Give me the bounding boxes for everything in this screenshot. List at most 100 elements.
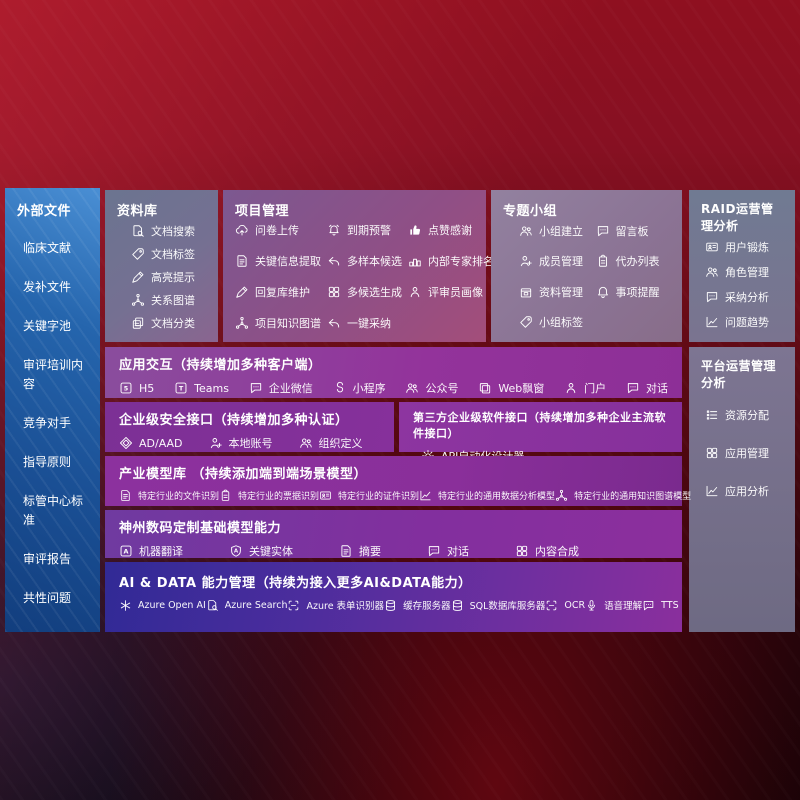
feature-item-label: 关键实体 — [249, 545, 293, 558]
sidebar-item-label: 指导原则 — [23, 455, 72, 469]
feature-item[interactable]: 文档搜索 — [131, 223, 208, 239]
feature-item[interactable]: 一键采纳 — [327, 315, 402, 331]
thirdparty-interface-band: 第三方企业级软件接口（持续增加多种企业主流软件接口） API自动化设计器 — [399, 402, 682, 463]
feature-item[interactable]: 本地账号 — [209, 435, 273, 451]
feature-item[interactable]: 角色管理 — [705, 264, 785, 280]
org-definition-icon — [299, 436, 313, 450]
feature-item[interactable]: 多候选生成 — [327, 284, 402, 300]
feature-item[interactable]: 特定行业的通用知识图谱模型 — [555, 489, 691, 502]
feature-item[interactable]: 门户 — [564, 380, 606, 396]
sidebar-item[interactable]: 发补文件 — [17, 276, 92, 295]
feature-item[interactable]: 关系图谱 — [131, 292, 208, 308]
feature-item[interactable]: 对话 — [626, 380, 668, 396]
feature-item[interactable]: 内容合成 — [515, 543, 579, 559]
feature-item[interactable]: 关键信息提取 — [235, 253, 321, 269]
feature-item[interactable]: SQL数据库服务器 — [451, 598, 545, 612]
ai-data-items: Azure Open AI Azure Search Azure 表单识别器 缓存服务… — [119, 598, 679, 612]
feature-item[interactable]: 内部专家排名 — [408, 253, 494, 269]
feature-item-label: 特定行业的票据识别 — [238, 492, 320, 502]
sidebar-item[interactable]: 审评培训内容 — [17, 354, 92, 392]
feature-item[interactable]: 多样本候选 — [327, 253, 402, 269]
feature-item-label: Web飘窗 — [498, 382, 545, 395]
app-interaction-title: 应用交互（持续增加多种客户端） — [119, 358, 322, 373]
feature-item[interactable]: 小组标签 — [519, 314, 596, 330]
feature-item[interactable]: OCR — [545, 599, 585, 612]
feature-item[interactable]: 点赞感谢 — [408, 222, 494, 238]
feature-item[interactable]: 事项提醒 — [596, 284, 673, 300]
feature-item[interactable]: Azure Search — [206, 599, 287, 612]
feature-item[interactable]: Azure 表单识别器 — [287, 598, 384, 612]
feature-item[interactable]: 机器翻译 — [119, 543, 183, 559]
feature-item[interactable]: 企业微信 — [249, 380, 313, 396]
feature-item[interactable]: Teams — [174, 381, 229, 395]
feature-item[interactable]: 评审员画像 — [408, 284, 494, 300]
feature-item-label: 特定行业的通用知识图谱模型 — [574, 492, 692, 502]
feature-item[interactable]: 摘要 — [339, 543, 381, 559]
feature-item[interactable]: 小组建立 — [519, 223, 596, 239]
sidebar-item-label: 审评报告 — [23, 552, 72, 566]
feature-item[interactable]: H5 — [119, 381, 154, 395]
sidebar-item[interactable]: 标管中心标准 — [17, 490, 92, 528]
sidebar-item[interactable]: 指导原则 — [17, 451, 92, 470]
file-recognition-icon — [119, 489, 132, 502]
feature-item[interactable]: 回复库维护 — [235, 284, 321, 300]
feature-item[interactable]: 到期预警 — [327, 222, 402, 238]
feature-item[interactable]: 项目知识图谱 — [235, 315, 321, 331]
feature-item-label: H5 — [139, 381, 155, 395]
feature-item-label: 一键采纳 — [347, 316, 391, 330]
security-interface-title: 企业级安全接口（持续增加多种认证） — [119, 413, 349, 428]
feature-item[interactable]: 问卷上传 — [235, 222, 321, 238]
feature-item[interactable]: 文档标签 — [131, 246, 208, 262]
official-account-icon — [405, 381, 419, 395]
feature-item[interactable]: 语音理解 — [585, 598, 642, 612]
feature-item[interactable]: 特定行业的文件识别 — [119, 489, 219, 502]
feature-item[interactable]: 应用分析 — [705, 483, 785, 499]
feature-item[interactable]: 资源分配 — [705, 407, 785, 423]
feature-item[interactable]: 小程序 — [333, 380, 386, 396]
feature-item-label: 摘要 — [359, 545, 381, 558]
feature-item[interactable]: 特定行业的通用数据分析模型 — [419, 489, 555, 502]
feature-item-label: 点赞感谢 — [428, 224, 472, 238]
feature-item-label: 关系图谱 — [151, 293, 195, 307]
knowledge-graph-model-icon — [555, 489, 568, 502]
feature-item[interactable]: Azure Open AI — [119, 599, 206, 612]
sidebar-item[interactable]: 临床文献 — [17, 237, 92, 256]
feature-item[interactable]: 文档分类 — [131, 315, 208, 331]
sidebar-item-label: 关键字池 — [23, 319, 72, 333]
feature-item[interactable]: 留言板 — [596, 223, 673, 239]
feature-item[interactable]: 资料管理 — [519, 284, 596, 300]
feature-item[interactable]: 问题趋势 — [705, 314, 785, 330]
feature-item[interactable]: 高亮提示 — [131, 269, 208, 285]
feature-item[interactable]: 特定行业的证件识别 — [319, 489, 419, 502]
ai-data-band: AI & DATA 能力管理（持续为接入更多AI&DATA能力） Azure O… — [105, 562, 682, 632]
feature-item-label: 高亮提示 — [151, 270, 195, 284]
feature-item[interactable]: 用户锻炼 — [705, 239, 785, 255]
feature-item[interactable]: 缓存服务器 — [384, 598, 451, 612]
key-entity-shield-icon — [229, 544, 243, 558]
sidebar-item[interactable]: 共性问题 — [17, 587, 92, 606]
form-recognizer-icon — [287, 599, 300, 612]
feature-item[interactable]: 组织定义 — [299, 435, 363, 451]
feature-item[interactable]: 对话 — [427, 543, 469, 559]
ocr-icon — [545, 599, 558, 612]
feature-item-label: 小组标签 — [539, 315, 583, 329]
ranking-podium-icon — [408, 254, 422, 268]
feature-item[interactable]: 公众号 — [405, 380, 458, 396]
feature-item[interactable]: TTS — [642, 599, 679, 612]
platform-analysis-items: 资源分配应用管理应用分析 — [701, 391, 785, 499]
feature-item[interactable]: 采纳分析 — [705, 289, 785, 305]
feature-item[interactable]: 关键实体 — [229, 543, 293, 559]
sidebar-item[interactable]: 关键字池 — [17, 315, 92, 334]
feature-item[interactable]: 应用管理 — [705, 445, 785, 461]
feature-item[interactable]: AD/AAD — [119, 436, 183, 450]
feature-item[interactable]: 成员管理 — [519, 253, 596, 269]
sidebar-item[interactable]: 审评报告 — [17, 548, 92, 567]
document-extract-icon — [235, 254, 249, 268]
feature-item[interactable]: Web飘窗 — [478, 380, 544, 396]
feature-item[interactable]: 代办列表 — [596, 253, 673, 269]
feature-item-label: TTS — [661, 599, 679, 611]
sidebar-item[interactable]: 竞争对手 — [17, 412, 92, 431]
feature-item[interactable]: 特定行业的票据识别 — [219, 489, 319, 502]
security-interface-items: AD/AAD 本地账号 组织定义 — [119, 435, 380, 451]
